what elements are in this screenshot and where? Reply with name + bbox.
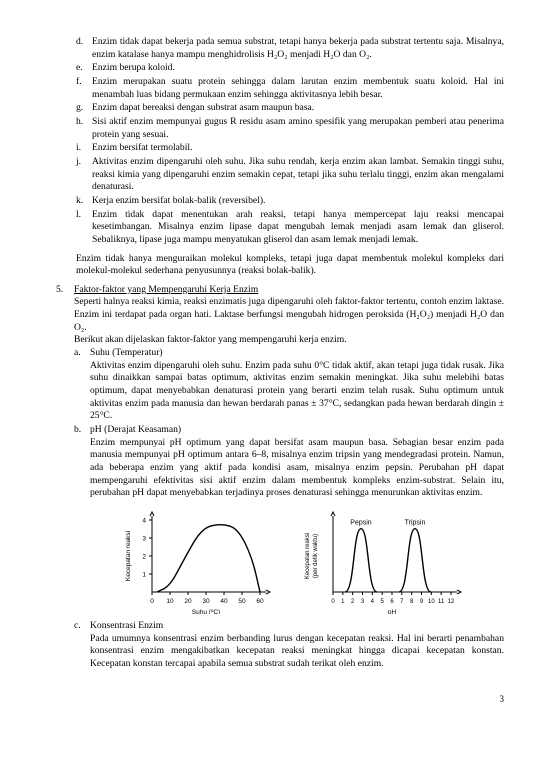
page-number: 3 — [56, 694, 504, 706]
svg-text:7: 7 — [400, 599, 404, 605]
svg-text:10: 10 — [428, 599, 435, 605]
property-item: k.Kerja enzim bersifat bolak-balik (reve… — [76, 195, 504, 208]
section-5: 5. Faktor-faktor yang Mempengaruhi Kerja… — [56, 284, 504, 672]
svg-text:2: 2 — [142, 553, 146, 560]
chart-ph: 0123456789101112pHKecepatan reaksi(per d… — [297, 506, 462, 614]
section-5-intro2: Berikut akan dijelaskan faktor-faktor ya… — [74, 334, 504, 347]
item-text: Enzim merupakan suatu protein sehingga d… — [92, 76, 504, 101]
enzyme-properties-list: d.Enzim tidak dapat bekerja pada semua s… — [56, 36, 504, 247]
svg-text:6: 6 — [390, 599, 394, 605]
property-item: g.Enzim dapat bereaksi dengan substrat a… — [76, 102, 504, 115]
item-text: Aktivitas enzim dipengaruhi oleh suhu. E… — [90, 360, 504, 422]
section-5-intro: Seperti halnya reaksi kimia, reaksi enzi… — [74, 296, 504, 334]
item-marker: g. — [76, 102, 92, 115]
property-item: j.Aktivitas enzim dipengaruhi oleh suhu.… — [76, 156, 504, 194]
page: d.Enzim tidak dapat bekerja pada semua s… — [0, 0, 550, 725]
svg-text:2: 2 — [351, 599, 355, 605]
svg-text:(per detik waktu): (per detik waktu) — [313, 534, 319, 578]
svg-text:0: 0 — [150, 598, 154, 605]
item-text: Enzim dapat bereaksi dengan substrat asa… — [92, 102, 504, 115]
svg-text:1: 1 — [341, 599, 345, 605]
svg-text:Tripsin: Tripsin — [405, 520, 426, 527]
factors-list: a.Suhu (Temperatur) Aktivitas enzim dipen… — [74, 347, 504, 500]
factors-list-c: c.Konsentrasi Enzim Pada umumnya konsentr… — [74, 620, 504, 671]
svg-text:4: 4 — [371, 599, 375, 605]
svg-text:Pepsin: Pepsin — [350, 520, 372, 527]
svg-text:9: 9 — [420, 599, 424, 605]
item-marker: c. — [74, 620, 90, 671]
svg-text:Kecepatan reaksi: Kecepatan reaksi — [305, 533, 311, 579]
svg-text:40: 40 — [220, 598, 228, 605]
chart-temperature: 0 10 20 30 40 50 60 1 2 3 4 Suhu (ºC) Kecepatan reak… — [116, 506, 271, 614]
item-text: Enzim tidak dapat bekerja pada semua sub… — [92, 36, 504, 61]
svg-text:4: 4 — [142, 517, 146, 524]
item-marker: d. — [76, 36, 92, 61]
svg-text:0: 0 — [331, 599, 335, 605]
factor-item: b.pH (Derajat Keasaman) Enzim mempunyai p… — [74, 424, 504, 500]
factor-item: c.Konsentrasi Enzim Pada umumnya konsentr… — [74, 620, 504, 671]
svg-text:5: 5 — [380, 599, 384, 605]
item-body: Konsentrasi Enzim Pada umumnya konsentras… — [90, 620, 504, 671]
item-marker: f. — [76, 76, 92, 101]
item-marker: l. — [76, 209, 92, 247]
svg-text:30: 30 — [202, 598, 210, 605]
post-list-paragraph: Enzim tidak hanya menguraikan molekul ko… — [56, 253, 504, 278]
item-marker: e. — [76, 62, 92, 75]
item-marker: h. — [76, 116, 92, 141]
property-item: f.Enzim merupakan suatu protein sehingga… — [76, 76, 504, 101]
svg-text:3: 3 — [361, 599, 365, 605]
svg-text:11: 11 — [438, 599, 445, 605]
svg-text:Suhu (ºC): Suhu (ºC) — [192, 609, 220, 614]
property-item: h.Sisi aktif enzim mempunyai gugus R res… — [76, 116, 504, 141]
item-marker: k. — [76, 195, 92, 208]
item-marker: a. — [74, 347, 90, 423]
item-text: Enzim tidak dapat menentukan arah reaksi… — [92, 209, 504, 247]
svg-text:12: 12 — [448, 599, 455, 605]
item-body: Suhu (Temperatur) Aktivitas enzim dipenga… — [90, 347, 504, 423]
item-text: Enzim mempunyai pH optimum yang dapat be… — [90, 437, 504, 499]
item-body: pH (Derajat Keasaman) Enzim mempunyai pH … — [90, 424, 504, 500]
svg-text:pH: pH — [388, 609, 397, 614]
section-5-marker: 5. — [56, 284, 74, 672]
property-item: i.Enzim bersifat termolabil. — [76, 142, 504, 155]
svg-text:Kecepatan reaksi: Kecepatan reaksi — [125, 531, 132, 581]
item-marker: j. — [76, 156, 92, 194]
item-text: Aktivitas enzim dipengaruhi oleh suhu. J… — [92, 156, 504, 194]
svg-text:10: 10 — [166, 598, 174, 605]
item-text: Sisi aktif enzim mempunyai gugus R resid… — [92, 116, 504, 141]
property-item: l.Enzim tidak dapat menentukan arah reak… — [76, 209, 504, 247]
property-item: d.Enzim tidak dapat bekerja pada semua s… — [76, 36, 504, 61]
section-5-heading: Faktor-faktor yang Mempengaruhi Kerja En… — [74, 284, 504, 297]
item-text: Kerja enzim bersifat bolak-balik (revers… — [92, 195, 504, 208]
item-text: Pada umumnya konsentrasi enzim berbandin… — [90, 633, 504, 669]
svg-text:8: 8 — [410, 599, 414, 605]
item-title: Konsentrasi Enzim — [90, 620, 163, 631]
svg-text:1: 1 — [142, 571, 146, 578]
svg-text:20: 20 — [184, 598, 192, 605]
charts-row: 01020304050601234Suhu (ºC)Kecepatan reak… — [74, 506, 504, 614]
item-marker: b. — [74, 424, 90, 500]
svg-text:50: 50 — [238, 598, 246, 605]
item-marker: i. — [76, 142, 92, 155]
property-item: e.Enzim berupa koloid. — [76, 62, 504, 75]
item-title: pH (Derajat Keasaman) — [90, 424, 181, 435]
svg-text:60: 60 — [256, 598, 264, 605]
factor-item: a.Suhu (Temperatur) Aktivitas enzim dipen… — [74, 347, 504, 423]
item-title: Suhu (Temperatur) — [90, 347, 163, 358]
svg-text:3: 3 — [142, 535, 146, 542]
item-text: Enzim bersifat termolabil. — [92, 142, 504, 155]
item-text: Enzim berupa koloid. — [92, 62, 504, 75]
